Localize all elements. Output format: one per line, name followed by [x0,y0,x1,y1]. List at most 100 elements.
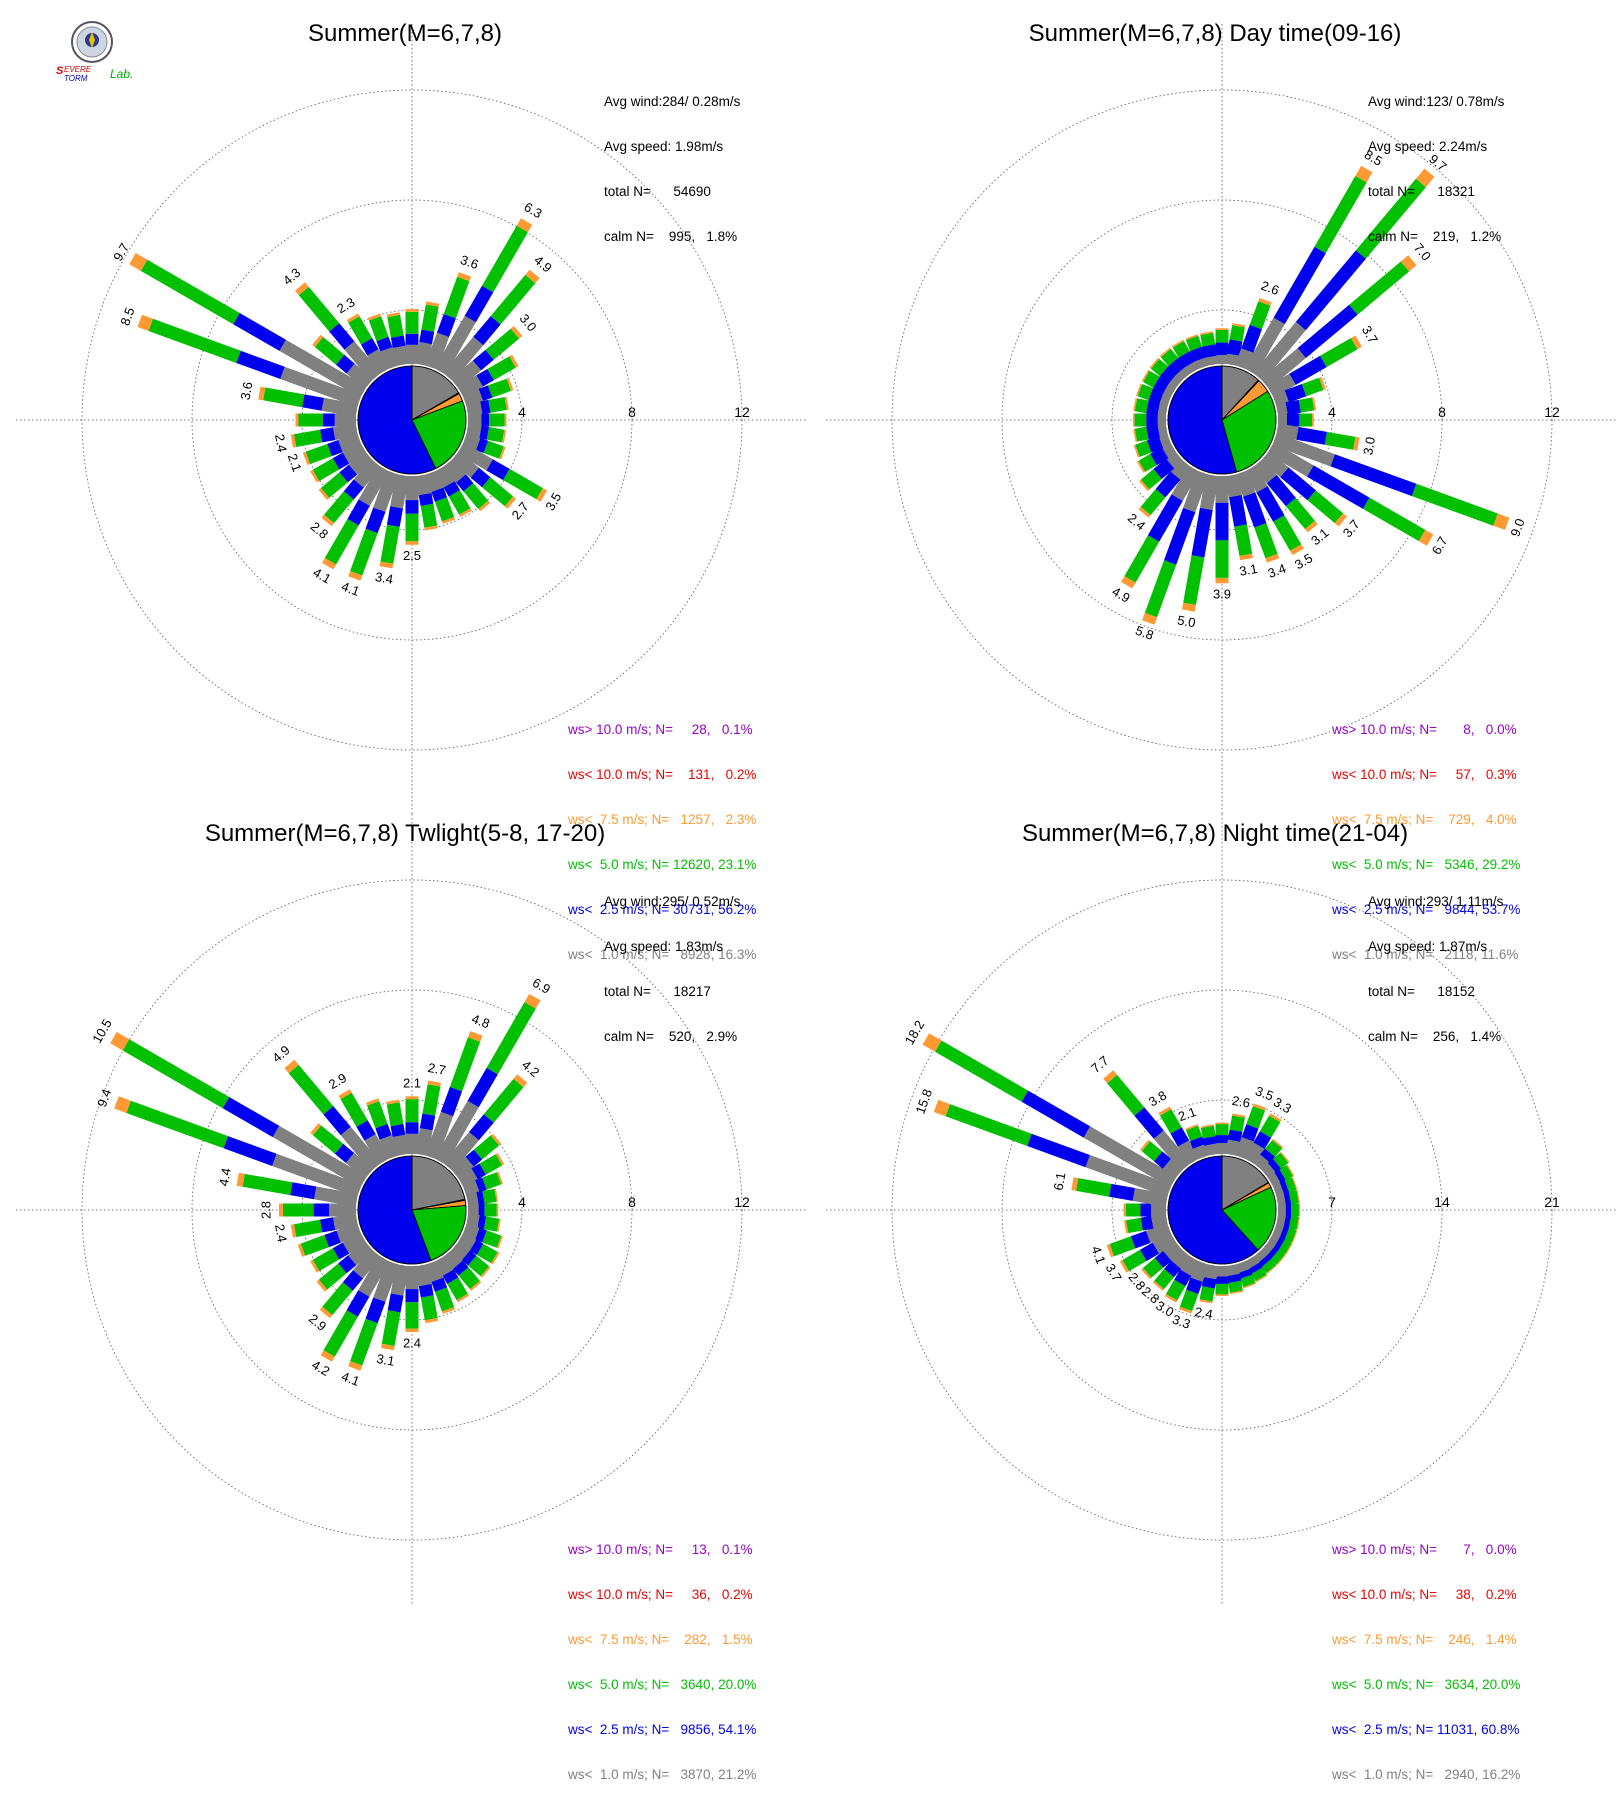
bar-segment [1285,1203,1292,1217]
bar-segment [1151,1213,1168,1229]
bar-segment [1229,1115,1245,1132]
direction-bars [1121,165,1510,625]
bar-segment [1284,1177,1297,1193]
bar-segment [468,413,482,427]
bar-segment [1183,470,1209,513]
legend-item: ws< 2.5 m/s; N= 9856, 54.1% [568,1722,757,1737]
bar-segment [513,1074,528,1088]
bar-segment [236,1172,245,1187]
bar-segment [323,1310,358,1357]
bar-segment [368,316,389,342]
bar-segment [263,387,305,408]
bar-segment [465,1149,483,1167]
bar-segment [1171,465,1200,501]
bar-segment [1241,1124,1259,1142]
bar-segment [431,1277,448,1292]
bar-segment [233,313,286,351]
calm-n: calm N= 219, 1.2% [1368,229,1502,244]
bar-segment [358,1255,390,1297]
calm-n: calm N= 995, 1.8% [604,229,738,244]
bar-segment [434,497,455,522]
bar-label: 6.9 [530,975,553,997]
bar-label: 4.4 [216,1167,234,1187]
bar-segment [380,524,400,564]
bar-segment [288,1064,334,1115]
bar-segment [302,451,310,465]
bar-segment [415,1264,432,1287]
bar-segment [312,458,340,482]
bar-segment [478,500,491,512]
bar-segment [443,336,484,382]
bar-segment [348,1361,363,1371]
bar-segment [483,440,504,459]
bar-segment [1418,529,1434,546]
bar-label: 4.9 [269,1042,292,1065]
bar-segment [1298,1203,1300,1217]
bar-segment [405,1289,419,1303]
bar-segment [457,1168,478,1188]
bar-label: 2.1 [403,1076,421,1091]
bar-segment [466,1192,479,1207]
bar-segment [425,301,440,307]
ring-label: 4 [1328,404,1336,420]
bar-segment [358,465,390,506]
bar-segment [1296,1190,1300,1203]
bar-segment [1171,339,1184,348]
grid-ring [1111,1099,1333,1321]
bar-segment [148,318,241,363]
chart-title: Summer(M=6,7,8) [307,20,503,47]
bar-segment [1307,490,1344,524]
bar-segment [1190,346,1207,362]
bar-segment [1363,497,1426,542]
bar-segment [1229,495,1247,527]
bar-segment [1297,304,1358,358]
bar-segment [284,1059,299,1074]
grid-ring [81,879,743,1541]
bar-segment [1276,402,1288,417]
bar-segment [1180,1255,1200,1276]
bar-segment [420,503,438,528]
bar-segment [1415,168,1435,188]
bar-segment [459,508,472,517]
bar-segment [1172,341,1190,358]
bar-segment [310,1123,322,1136]
bar-segment [1140,1203,1152,1217]
bar-segment [1215,577,1229,584]
bar-segment [1258,1254,1272,1268]
bar-segment [1266,1264,1278,1274]
bar-label: 4.8 [470,1011,492,1031]
bar-segment [347,499,370,526]
bar-segment [320,1350,335,1362]
bar-segment [1190,1136,1205,1149]
bar-label: 2.7 [427,1060,447,1078]
bar-segment [1146,424,1160,440]
bar-segment [418,1283,434,1298]
bar-segment [479,425,490,440]
bar-segment [1140,469,1162,490]
bar-segment [1314,175,1367,254]
bar-segment [436,314,456,337]
bar-segment [345,1152,374,1179]
avg-wind: Avg wind:295/ 0.52m/s [604,894,741,909]
bar-segment [1289,355,1327,385]
bar-segment [1106,1244,1115,1258]
bar-segment [1259,1115,1281,1138]
bar-segment [443,1132,479,1172]
total-n: total N= 54690 [604,184,711,199]
bar-segment [376,336,393,352]
bar-segment [1230,1290,1243,1295]
bar-segment [525,269,540,284]
bar-segment [342,1232,367,1254]
legend-item: ws< 2.5 m/s; N= 30731, 56.2% [568,902,757,917]
ring-label: 12 [1544,404,1560,420]
bar-segment [489,413,505,427]
bar-segment [312,334,324,347]
bar-segment [338,1255,357,1274]
bar-segment [1285,1242,1293,1255]
bar-segment [1267,1158,1282,1173]
avg-speed: Avg speed: 2.24m/s [1368,139,1488,154]
bar-segment [1319,376,1326,390]
bar-segment [373,470,399,512]
bar-segment [1267,373,1296,398]
bar-segment [1200,332,1216,347]
